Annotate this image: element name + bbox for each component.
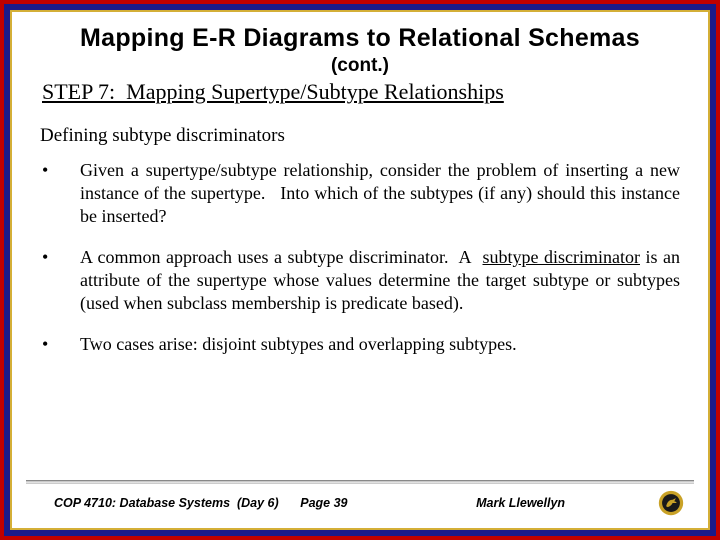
step-heading: STEP 7: Mapping Supertype/Subtype Relati… xyxy=(42,79,680,105)
footer-course: COP 4710: Database Systems (Day 6) xyxy=(54,496,300,510)
slide-content-area: Mapping E-R Diagrams to Relational Schem… xyxy=(10,10,710,530)
subheading: Defining subtype discriminators xyxy=(40,125,680,147)
list-item: • A common approach uses a subtype discr… xyxy=(40,246,680,315)
list-item: • Two cases arise: disjoint subtypes and… xyxy=(40,333,680,356)
list-item: • Given a supertype/subtype relationship… xyxy=(40,159,680,228)
footer-divider xyxy=(26,480,694,484)
footer-bar: COP 4710: Database Systems (Day 6) Page … xyxy=(26,488,694,518)
footer-author: Mark Llewellyn xyxy=(476,496,652,510)
bullet-text: Given a supertype/subtype relationship, … xyxy=(80,159,680,228)
pegasus-logo-icon xyxy=(658,490,684,516)
footer-page: Page 39 xyxy=(300,496,476,510)
slide-continued: (cont.) xyxy=(40,55,680,77)
bullet-text: Two cases arise: disjoint subtypes and o… xyxy=(80,333,517,356)
bullet-text: A common approach uses a subtype discrim… xyxy=(80,246,680,315)
bullet-icon: • xyxy=(40,333,80,356)
term-subtype-discriminator: subtype discriminator xyxy=(483,247,640,267)
spacer xyxy=(40,374,680,480)
outer-red-frame: Mapping E-R Diagrams to Relational Schem… xyxy=(0,0,720,540)
mid-blue-frame: Mapping E-R Diagrams to Relational Schem… xyxy=(4,4,716,536)
bullet-list: • Given a supertype/subtype relationship… xyxy=(40,159,680,374)
slide-title: Mapping E-R Diagrams to Relational Schem… xyxy=(40,24,680,53)
bullet-icon: • xyxy=(40,159,80,228)
footer-block: COP 4710: Database Systems (Day 6) Page … xyxy=(26,480,694,518)
bullet-pre: A common approach uses a subtype discrim… xyxy=(80,247,483,267)
bullet-icon: • xyxy=(40,246,80,315)
